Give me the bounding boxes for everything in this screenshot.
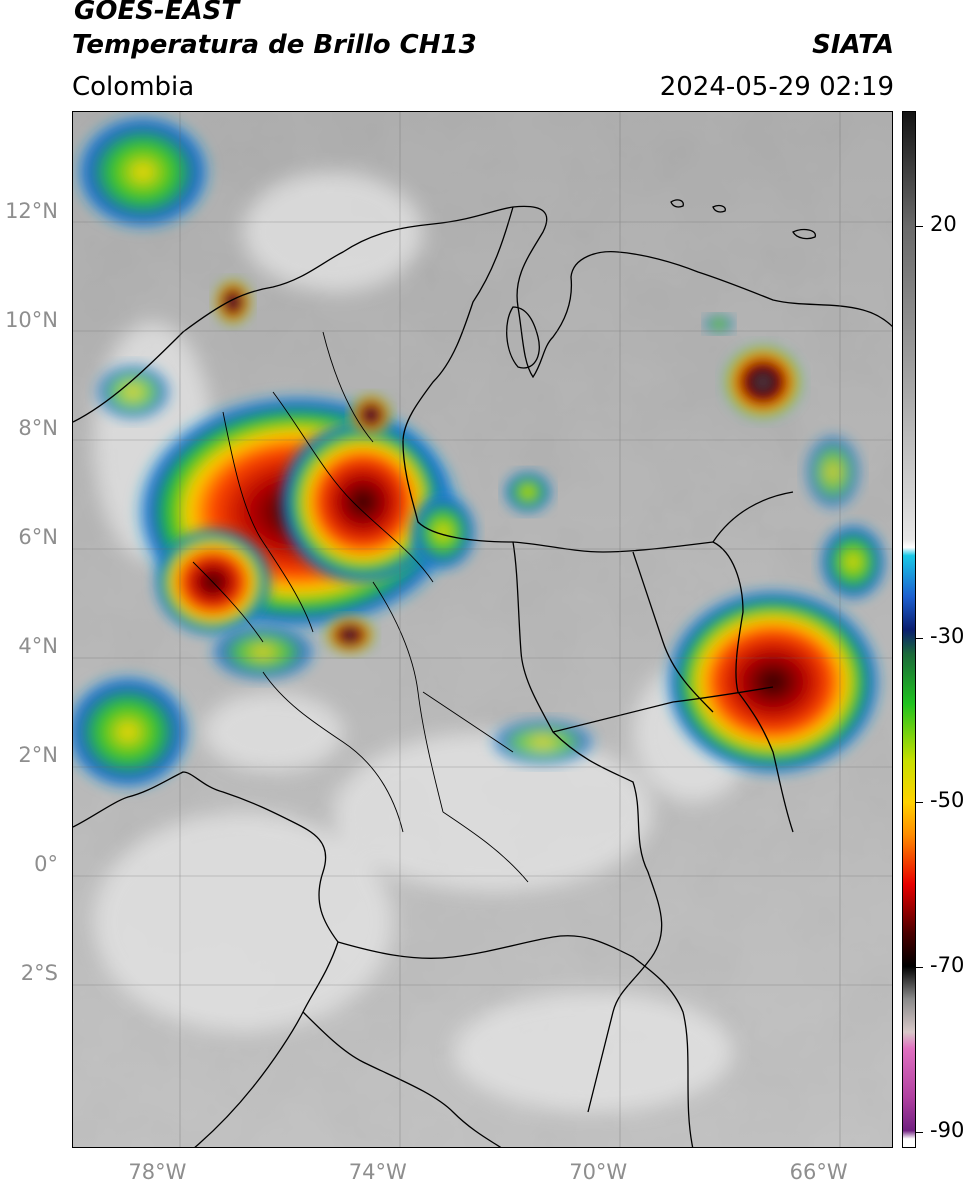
caribbean-coast <box>73 205 892 423</box>
colorbar-tick-mark <box>916 1131 923 1133</box>
lat-label: 4°N <box>18 634 58 659</box>
product-title: Temperatura de Brillo CH13 <box>72 30 477 60</box>
colorbar-tick-mark <box>916 966 923 968</box>
cell-11 <box>704 314 734 334</box>
colombia-brazil-border <box>512 541 663 1113</box>
cell-5 <box>408 492 478 572</box>
brazil-internal <box>552 686 774 733</box>
map-canvas <box>73 112 892 1147</box>
cell-8 <box>803 432 863 512</box>
satellite-title: GOES-EAST <box>74 0 240 26</box>
colorbar-tick-label: -50 <box>930 788 965 813</box>
lon-label: 78°W <box>128 1160 187 1184</box>
lat-label: 8°N <box>18 416 58 441</box>
colorbar-tick-label: -30 <box>930 623 965 648</box>
lat-label: 12°N <box>5 198 58 223</box>
storm-central-b <box>278 417 448 587</box>
lat-label: 2°N <box>18 743 58 768</box>
convective-storms <box>73 112 888 792</box>
brand-label: SIATA <box>812 30 894 60</box>
lat-label: 2°S <box>20 960 58 985</box>
colombia-departments <box>192 331 529 883</box>
lon-label: 70°W <box>569 1160 628 1184</box>
cell-1 <box>213 278 253 326</box>
cell-2 <box>349 393 393 437</box>
region-label: Colombia <box>72 72 195 102</box>
cell-9 <box>208 622 318 682</box>
cell-6 <box>488 717 598 767</box>
cell-4 <box>503 470 553 514</box>
cell-10 <box>93 362 173 422</box>
colorbar-tick-mark <box>916 802 923 804</box>
ecuador-peru-border <box>302 1011 502 1147</box>
storm-caribbean <box>73 112 213 232</box>
lat-label: 6°N <box>18 525 58 550</box>
colorbar-tick-label: -70 <box>930 952 965 977</box>
colombia-peru-ecuador-border <box>337 935 694 1147</box>
timestamp-label: 2024-05-29 02:19 <box>659 72 894 102</box>
storm-east <box>663 587 883 777</box>
island-aruba <box>670 199 816 240</box>
graticule <box>73 112 892 1147</box>
boundaries <box>73 199 892 1147</box>
cell-7 <box>818 522 888 602</box>
lon-label: 74°W <box>348 1160 407 1184</box>
storm-south-cluster <box>73 672 193 792</box>
pacific-coast <box>73 771 339 1147</box>
lon-label: 66°W <box>789 1160 848 1184</box>
venezuela-internal <box>632 491 794 713</box>
colorbar-tick-label: 20 <box>930 212 957 237</box>
colorbar-tick-mark <box>916 637 923 639</box>
colorbar <box>902 111 916 1148</box>
storm-ne <box>723 344 803 420</box>
colorbar-tick-mark <box>916 226 923 228</box>
satellite-map[interactable] <box>72 111 893 1148</box>
lat-label: 0° <box>34 851 58 876</box>
colorbar-tick-label: -90 <box>930 1117 965 1142</box>
lake-maracaibo <box>506 306 540 369</box>
lat-label: 10°N <box>5 307 58 332</box>
cell-3 <box>324 615 376 655</box>
